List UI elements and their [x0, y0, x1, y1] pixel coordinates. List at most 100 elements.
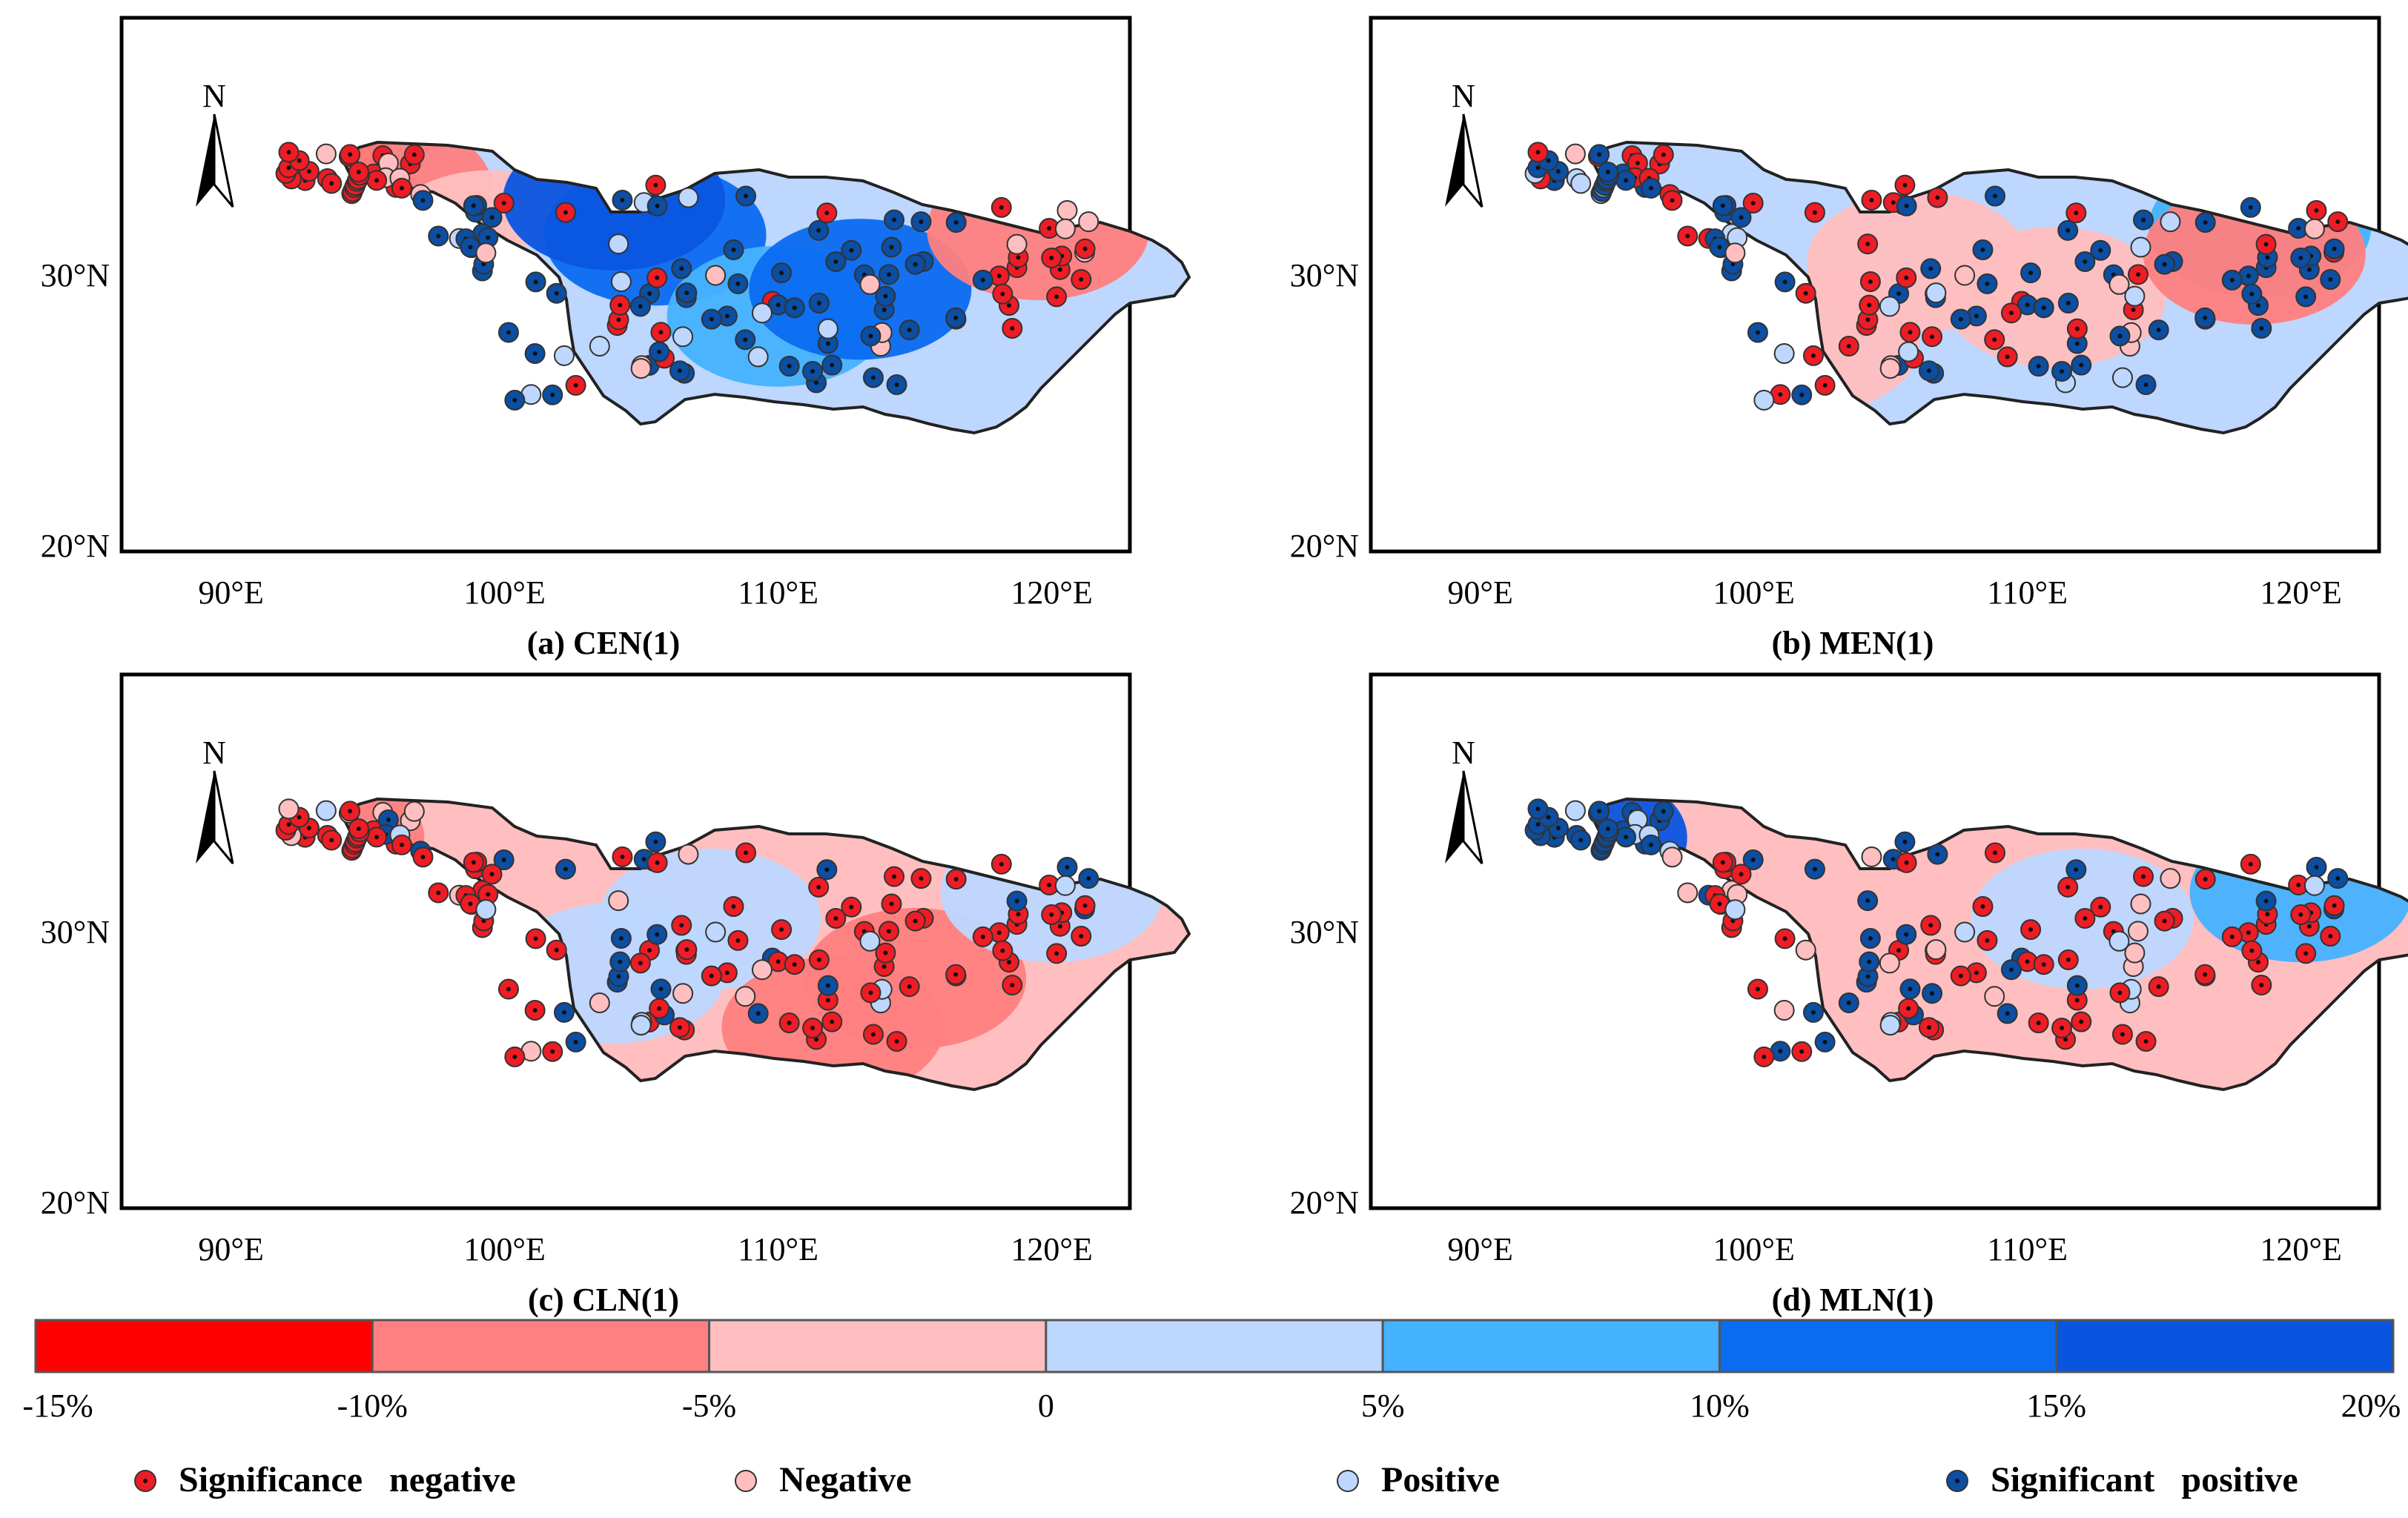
significance-dot — [882, 964, 887, 970]
map-panel: N 30°N 20°N 90°E 100°E 110°E 120°E (c) CLN(1) — [41, 672, 1191, 1318]
lon-tick-label: 110°E — [738, 1231, 818, 1267]
significance-dot — [2143, 382, 2149, 387]
significance-dot — [1739, 215, 1744, 220]
significance-dot — [1904, 275, 1909, 280]
significance-dot — [506, 987, 511, 992]
significance-dot — [506, 330, 511, 335]
significance-dot — [2249, 291, 2255, 296]
significance-dot — [411, 152, 417, 157]
significance-dot — [2298, 256, 2303, 261]
significance-dot — [1869, 197, 1874, 202]
significance-dot — [658, 987, 664, 992]
station-marker — [1753, 389, 1775, 411]
north-label: N — [1452, 735, 1475, 771]
significance-dot — [1799, 392, 1805, 397]
station-marker — [1661, 846, 1683, 868]
significance-dot — [2074, 341, 2080, 346]
significance-dot — [2098, 904, 2103, 909]
significance-dot — [2328, 277, 2333, 282]
significance-dot — [1930, 334, 1935, 339]
significance-dot — [1597, 809, 1602, 814]
significance-dot — [684, 291, 689, 296]
significance-dot — [286, 150, 291, 155]
significance-dot — [1555, 169, 1561, 174]
significance-dot — [655, 860, 660, 865]
station-marker — [2160, 211, 2181, 233]
significance-dot — [2060, 1026, 2065, 1031]
significance-dot — [2028, 271, 2034, 276]
legend-label: Significant positive — [1991, 1460, 2298, 1499]
significance-dot — [436, 233, 441, 239]
significance-dot — [1993, 193, 1998, 199]
significance-dot — [816, 957, 821, 962]
significance-dot — [679, 266, 684, 271]
significance-dot — [2246, 274, 2251, 279]
significance-dot — [792, 305, 797, 311]
significance-dot — [2248, 861, 2253, 866]
significance-dot — [489, 872, 494, 877]
station-marker — [705, 265, 727, 286]
significance-dot — [1812, 210, 1817, 215]
station-marker — [1564, 143, 1586, 165]
significance-dot — [2256, 960, 2261, 965]
significance-dot — [655, 203, 660, 208]
lat-tick-label: 20°N — [41, 1184, 110, 1221]
station-marker — [672, 983, 694, 1004]
significance-dot — [2141, 874, 2146, 879]
significance-dot — [2203, 315, 2208, 320]
significance-dot — [1985, 281, 1990, 286]
station-marker — [1054, 875, 1076, 896]
significance-dot — [573, 382, 578, 388]
significance-dot — [550, 1049, 555, 1054]
north-arrow-icon: N — [196, 735, 234, 864]
significance-dot — [1810, 353, 1816, 358]
significance-dot — [2263, 898, 2269, 904]
significance-dot — [1904, 932, 1909, 937]
significance-dot — [814, 380, 819, 385]
significance-dot — [1980, 248, 1985, 253]
north-arrow-icon: N — [1445, 735, 1484, 864]
significance-dot — [2265, 912, 2270, 917]
station-marker — [1861, 846, 1882, 867]
significance-dot — [2083, 259, 2088, 264]
significance-dot — [1049, 256, 1054, 261]
significance-dot — [1079, 277, 1084, 282]
station-marker — [2303, 875, 2325, 896]
significance-dot — [1624, 178, 1629, 183]
significance-dot — [1057, 924, 1062, 929]
lon-tick-label: 100°E — [463, 574, 545, 611]
significance-dot — [980, 277, 985, 282]
significance-dot — [2065, 228, 2071, 233]
significance-dot — [1010, 982, 1015, 987]
station-marker — [1056, 199, 1078, 221]
significance-dot — [2314, 864, 2319, 869]
significance-dot — [2256, 303, 2261, 308]
significance-dot — [1896, 291, 1902, 296]
significance-dot — [996, 930, 1002, 935]
north-label: N — [202, 735, 226, 771]
significance-dot — [1908, 330, 1913, 335]
significance-dot — [399, 842, 404, 847]
significance-dot — [329, 838, 334, 843]
station-marker — [1724, 899, 1746, 921]
significance-dot — [913, 262, 918, 267]
station-marker — [2130, 236, 2151, 258]
significance-dot — [573, 1039, 578, 1044]
lon-tick-label: 120°E — [1010, 574, 1092, 611]
significance-dot — [1992, 337, 1997, 342]
significance-dot — [532, 1008, 538, 1013]
significance-dot — [1000, 291, 1005, 296]
significance-dot — [616, 317, 621, 322]
significance-dot — [1935, 195, 1940, 200]
north-arrow-icon: N — [196, 78, 234, 208]
significance-dot — [533, 279, 538, 285]
significance-dot — [1993, 850, 1998, 855]
colorbar-tick-label: -10% — [337, 1388, 408, 1424]
significance-dot — [868, 990, 873, 995]
station-marker — [1879, 952, 1900, 974]
significance-dot — [833, 915, 838, 921]
significance-dot — [1054, 951, 1059, 956]
significance-dot — [2131, 308, 2136, 313]
lon-tick-label: 100°E — [1713, 574, 1794, 611]
station-marker — [589, 335, 610, 357]
